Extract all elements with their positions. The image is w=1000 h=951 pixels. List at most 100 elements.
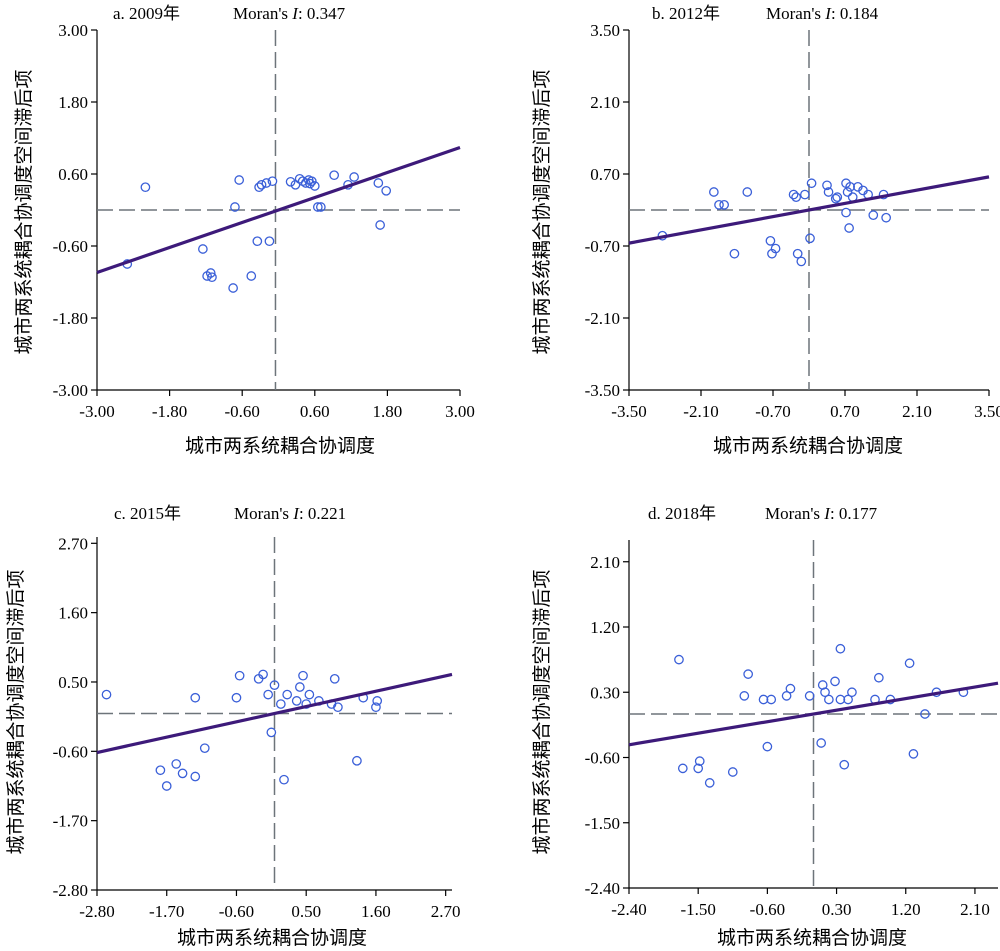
panel-a-scatter-point <box>246 271 257 281</box>
panel-c-scatter-point <box>282 689 293 700</box>
panel-c-scatter-point <box>190 692 201 703</box>
panel-d-scatter-point <box>804 691 815 701</box>
panel-b-scatter-point <box>806 178 817 189</box>
panel-b-y-tick-label: -3.50 <box>585 381 620 400</box>
panel-c-scatter-point <box>298 670 308 681</box>
panel-a-scatter-point <box>140 182 151 193</box>
panel-a-moran-symbol: I <box>291 4 299 23</box>
panel-a-scatter-point <box>267 176 278 187</box>
panel-c-scatter-point <box>291 696 302 706</box>
panel-a-scatter-point <box>375 220 385 230</box>
panel-d-x-tick-label: -1.50 <box>680 900 715 919</box>
panel-a-x-tick-label: 0.60 <box>300 402 330 421</box>
panel-a-scatter-point <box>198 244 208 254</box>
panel-a-moran-value: : 0.347 <box>298 4 346 23</box>
panel-a-scatter-point <box>300 178 311 188</box>
panel-d-scatter-point <box>835 643 846 654</box>
panel-c-scatter-point <box>234 670 245 681</box>
panel-c-scatter-point <box>295 682 305 692</box>
panel-d-x-axis-title: 城市两系统耦合协调度 <box>717 927 907 949</box>
panel-c-y-tick-label: -1.70 <box>53 812 88 831</box>
panel-a-scatter-point <box>315 202 326 212</box>
panel-a-y-tick-label: 1.80 <box>58 93 88 112</box>
panel-a-y-tick-label: 3.00 <box>58 21 88 40</box>
panel-b-scatter-point <box>842 187 853 197</box>
panel-b-label: b. 2012年 <box>652 4 720 23</box>
panel-c-y-axis-title: 城市两系统耦合协调度空间滞后项 <box>5 569 27 854</box>
panel-a: a. 2009年 Moran's I: 0.347 城市两系统耦合协调度 城市两… <box>13 4 375 457</box>
panel-d-moran-symbol: I <box>823 504 831 523</box>
panel-d-scatter-point <box>920 709 930 719</box>
panel-c: c. 2015年 Moran's I: 0.221 城市两系统耦合协调度 城市两… <box>5 504 367 949</box>
panel-b-scatter-point <box>719 200 729 210</box>
panel-d-scatter-point <box>743 669 754 679</box>
panel-a-scatter-point <box>264 236 275 247</box>
panel-c-regression-line <box>96 672 453 755</box>
panel-a-y-tick-label: -0.60 <box>53 237 88 256</box>
panel-b-scatter-point <box>792 248 803 259</box>
panel-c-scatter-point <box>304 689 315 700</box>
panel-b-y-tick-label: 0.70 <box>590 165 620 184</box>
panel-c-scatter-point <box>155 765 166 776</box>
panel-a-x-tick-label: 1.80 <box>373 402 403 421</box>
panel-d-scatter-point <box>758 694 769 705</box>
panel-d-x-tick-label: -0.60 <box>750 900 785 919</box>
panel-a-scatter-point <box>228 283 238 293</box>
panel-a-plot: -3.00 -1.80 -0.60 0.60 1.80 3.00 -3.00 -1.80 -0.… <box>53 21 475 421</box>
panel-b-scatter-point <box>791 192 801 202</box>
panel-d-x-tick-label: 2.10 <box>960 900 990 919</box>
panel-d-scatter-point <box>873 672 884 683</box>
panel-a-scatter-point <box>381 185 392 196</box>
panel-d-scatter-point <box>781 691 792 701</box>
panel-c-moran-value: : 0.221 <box>299 504 346 523</box>
panel-d-scatter-point <box>704 778 715 788</box>
panel-a-regression-line <box>96 146 461 274</box>
panel-a-scatter-point <box>254 182 264 193</box>
panel-c-scatter-point <box>372 696 383 706</box>
panel-b-moran-label: Moran's <box>766 4 821 23</box>
panel-a-scatter-point <box>261 178 272 188</box>
panel-a-scatter-point <box>309 181 320 191</box>
panel-c-x-tick-label: 0.50 <box>291 902 321 921</box>
panel-a-scatter-point <box>349 172 359 182</box>
panel-c-moran-symbol: I <box>292 504 300 523</box>
panel-d-scatter-point <box>816 738 827 748</box>
panel-d-y-axis-title: 城市两系统耦合协调度空间滞后项 <box>531 569 553 854</box>
panel-d-scatter-point <box>847 687 857 698</box>
panel-a-x-axis-title: 城市两系统耦合协调度 <box>185 435 375 457</box>
panel-c-y-tick-label: -2.80 <box>53 881 88 900</box>
panel-c-scatter-point <box>329 673 340 684</box>
panel-b-x-tick-label: -0.70 <box>755 402 790 421</box>
panel-c-scatter-point <box>275 699 286 709</box>
panel-b-x-axis-title: 城市两系统耦合协调度 <box>713 435 903 457</box>
panel-b-scatter-point <box>845 182 855 192</box>
panel-c-x-tick-label: 2.70 <box>431 902 461 921</box>
panel-c-scatter-point <box>190 771 201 782</box>
panel-c-x-tick-label: -0.60 <box>219 902 254 921</box>
panel-c-y-tick-label: -0.60 <box>53 742 88 761</box>
panel-d-scatter-point <box>904 658 915 669</box>
panel-c-moran-stat: Moran's I: 0.221 <box>234 504 346 523</box>
panel-d-x-tick-label: 1.20 <box>891 900 921 919</box>
panel-d-scatter-point <box>694 756 705 766</box>
panel-d-y-tick-label: 1.20 <box>590 618 620 637</box>
panel-b-scatter-point <box>729 248 740 259</box>
panel-b-x-tick-label: -3.50 <box>611 402 646 421</box>
panel-c-x-tick-label: -1.70 <box>149 902 184 921</box>
panel-c-scatter-point <box>199 743 210 754</box>
panel-a-moran-stat: Moran's I: 0.347 <box>233 4 346 23</box>
panel-c-scatter-point <box>279 774 289 785</box>
panel-b-moran-stat: Moran's I: 0.184 <box>766 4 879 23</box>
panel-d-y-tick-label: -2.40 <box>585 879 620 898</box>
panel-d-y-tick-label: 2.10 <box>590 553 620 572</box>
panel-b-x-tick-label: -2.10 <box>683 402 718 421</box>
panel-a-x-tick-label: -3.00 <box>79 402 114 421</box>
panel-a-scatter-point <box>230 202 240 212</box>
panel-c-moran-label: Moran's <box>234 504 289 523</box>
panel-d-y-tick-label: 0.30 <box>590 683 620 702</box>
panel-d-scatter-point <box>739 691 750 701</box>
panel-b-scatter-point <box>830 193 841 204</box>
panel-d-moran-stat: Moran's I: 0.177 <box>765 504 878 523</box>
